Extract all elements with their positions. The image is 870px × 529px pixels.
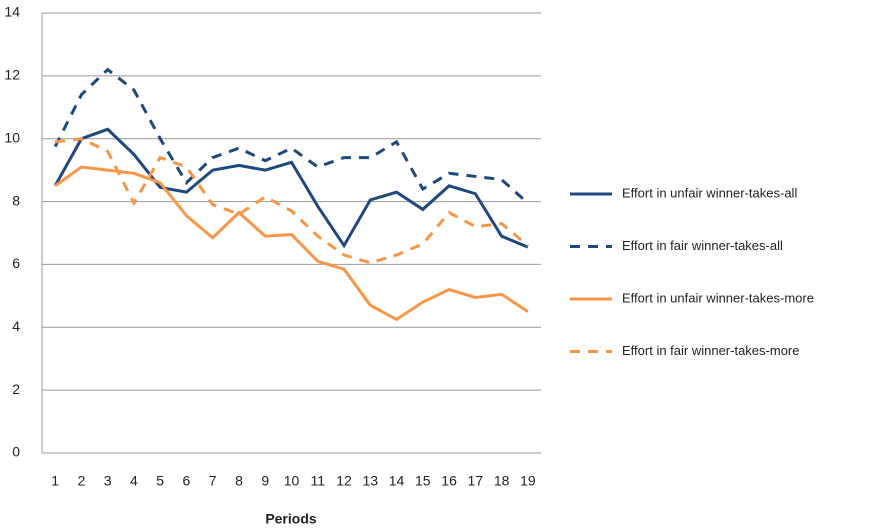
series-line xyxy=(53,127,529,249)
y-tick-label: 0 xyxy=(12,444,20,460)
x-tick-label: 4 xyxy=(130,473,138,489)
x-tick-label: 18 xyxy=(494,473,510,489)
legend-label: Effort in fair winner-takes-more xyxy=(622,343,800,358)
x-tick-label: 16 xyxy=(441,473,457,489)
x-tick-label: 8 xyxy=(235,473,243,489)
x-tick-label: 6 xyxy=(183,473,191,489)
x-tick-label: 11 xyxy=(310,473,325,489)
series-line xyxy=(53,67,529,205)
y-tick-label: 6 xyxy=(12,255,20,271)
x-tick-label: 12 xyxy=(336,473,352,489)
y-tick-label: 4 xyxy=(12,318,20,334)
series-line xyxy=(54,165,529,322)
y-tick-label: 12 xyxy=(4,67,20,83)
y-tick-label: 10 xyxy=(4,129,20,145)
legend-label: Effort in unfair winner-takes-all xyxy=(622,185,797,200)
x-tick-label: 3 xyxy=(104,473,112,489)
x-tick-label: 14 xyxy=(389,473,405,489)
series-line xyxy=(54,137,529,265)
y-tick-label: 8 xyxy=(12,192,20,208)
y-tick-label: 2 xyxy=(12,381,20,397)
x-tick-label: 1 xyxy=(51,473,59,489)
x-tick-label: 19 xyxy=(520,473,536,489)
legend-label: Effort in unfair winner-takes-more xyxy=(622,290,814,305)
x-tick-label: 9 xyxy=(261,473,269,489)
y-tick-label: 14 xyxy=(4,4,20,20)
x-tick-label: 13 xyxy=(363,473,379,489)
x-tick-label: 7 xyxy=(209,473,217,489)
x-tick-label: 15 xyxy=(415,473,431,489)
legend-label: Effort in fair winner-takes-all xyxy=(622,238,783,253)
x-tick-label: 5 xyxy=(156,473,164,489)
x-axis-label: Periods xyxy=(265,511,317,527)
x-tick-label: 17 xyxy=(468,473,484,489)
x-tick-label: 10 xyxy=(284,473,300,489)
x-tick-label: 2 xyxy=(77,473,85,489)
